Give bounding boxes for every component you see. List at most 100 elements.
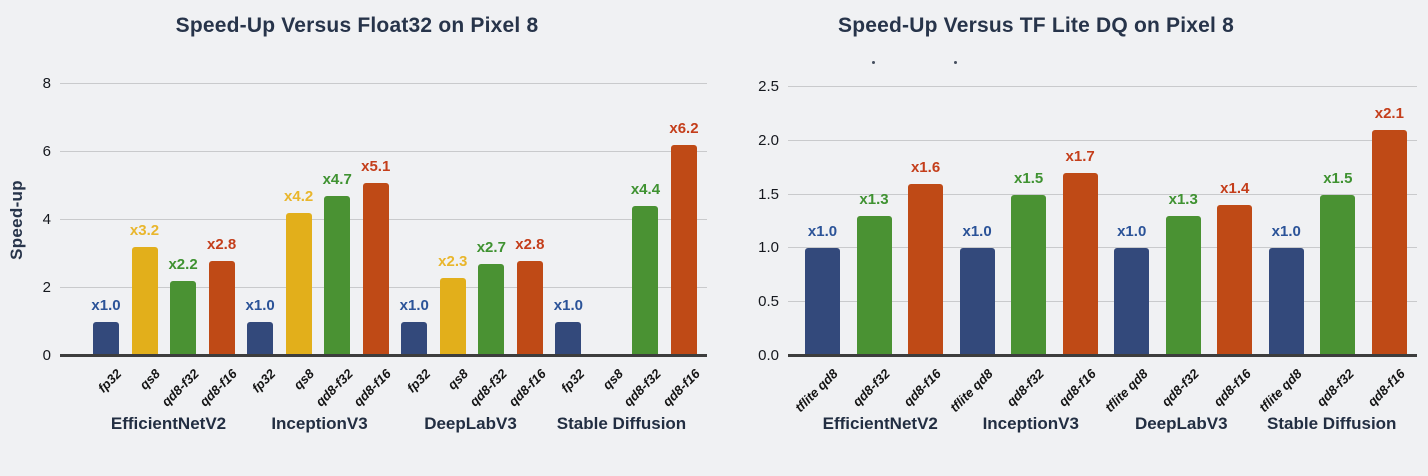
bar-fp32 <box>247 322 274 356</box>
plot-area: x1.0 tflite qd8 x1.3 qd8-f32 x1.6 qd8-f16 x1.0… <box>758 79 1417 433</box>
bar-slot-qd8-f16: x1.4 qd8-f16 <box>1210 87 1253 409</box>
bar-value-label: x1.7 <box>1065 148 1095 166</box>
bar-value-label: x1.3 <box>1168 191 1198 209</box>
bar-slot-qd8-f16: x5.1 qd8-f16 <box>351 84 394 410</box>
x-tick-label: fp32 <box>249 366 279 396</box>
bar-slot-qd8-f16: x2.1 qd8-f16 <box>1365 87 1408 409</box>
bar-fp32 <box>93 322 119 356</box>
bar-slot-tflite-qd8: x1.0 tflite qd8 <box>792 87 841 415</box>
y-tick-label: 0 <box>42 347 51 364</box>
plot-area: x1.0 fp32 x3.2 qs8 x2.2 qd8-f32 x2.8 qd8-f16 x1.… <box>43 76 707 433</box>
x-tick-label: qd8-f32 <box>1003 366 1048 410</box>
x-axis-line <box>788 354 1417 357</box>
bar-value-label: x1.0 <box>1117 223 1147 241</box>
bar-slot-qd8-f16: x2.8 qd8-f16 <box>505 84 548 409</box>
x-tick-label: qd8-f32 <box>849 366 893 410</box>
chart-panel-tflite-dq: Speed-Up Versus TF Lite DQ on Pixel 8 x1… <box>714 0 1428 476</box>
bar-fp32 <box>555 322 582 356</box>
group-label: Stable Diffusion <box>1267 414 1397 433</box>
bar-value-label: x4.2 <box>284 188 314 206</box>
y-tick-label: 8 <box>42 75 51 92</box>
chart-title: Speed-Up Versus TF Lite DQ on Pixel 8 <box>838 14 1234 37</box>
bar-slot-qd8-f32: x2.2 qd8-f32 <box>158 84 201 409</box>
bar-slot-qs8: x3.2 qs8 <box>130 84 163 392</box>
bar-tflite-qd8 <box>1114 248 1150 356</box>
bar-value-label: x2.3 <box>438 252 468 270</box>
bars-row: x1.0 fp32 x3.2 qs8 x2.2 qd8-f32 x2.8 qd8-f16 x1.… <box>91 84 702 410</box>
y-tick-label: 0.0 <box>758 347 779 364</box>
x-tick-label: fp32 <box>95 366 125 396</box>
bar-qd8-f16 <box>1371 130 1407 356</box>
bar-value-label: x2.7 <box>476 239 506 257</box>
bar-slot-fp32: x1.0 fp32 <box>400 84 433 396</box>
bar-qd8-f32 <box>1165 216 1201 356</box>
y-tick-label: 2 <box>42 279 51 296</box>
bar-value-label: x2.8 <box>206 235 237 253</box>
gridline <box>788 301 1417 303</box>
bar-value-label: x1.0 <box>807 223 838 241</box>
x-tick-label: tflite qd8 <box>792 366 842 415</box>
bar-value-label: x2.2 <box>168 256 198 274</box>
x-tick-label: qd8-f16 <box>351 366 395 410</box>
bar-qd8-f32 <box>856 216 892 356</box>
x-tick-label: qd8-f32 <box>312 366 356 410</box>
bar-slot-qd8-f32: x1.5 qd8-f32 <box>1004 87 1047 410</box>
y-tick-label: 2.0 <box>758 131 779 149</box>
x-axis-line <box>60 354 707 357</box>
x-tick-label: qd8-f16 <box>659 366 703 410</box>
x-tick-label: fp32 <box>403 366 433 396</box>
bar-slot-qd8-f32: x1.5 qd8-f32 <box>1313 87 1356 410</box>
x-tick-label: qd8-f32 <box>620 366 665 410</box>
group-label: EfficientNetV2 <box>822 414 938 433</box>
x-tick-label: tflite qd8 <box>1101 366 1151 415</box>
x-tick-label: qd8-f32 <box>1158 366 1202 410</box>
bar-value-label: x1.0 <box>245 297 275 314</box>
y-axis-title: Speed-up <box>7 180 27 260</box>
bar-value-label: x1.4 <box>1220 180 1250 198</box>
x-tick-label: qd8-f16 <box>505 366 549 410</box>
x-tick-label: fp32 <box>557 366 587 396</box>
gridline <box>60 151 707 152</box>
bar-value-label: x5.1 <box>361 157 391 175</box>
bar-qs8 <box>285 213 312 356</box>
y-tick-label: 1.5 <box>758 185 779 203</box>
gridline <box>788 193 1417 195</box>
chart-title: Speed-Up Versus Float32 on Pixel 8 <box>175 14 539 37</box>
bar-tflite-qd8 <box>805 248 840 356</box>
bar-qd8-f16 <box>908 183 944 356</box>
bar-slot-fp32: x1.0 fp32 <box>91 84 124 396</box>
bar-value-label: x1.5 <box>1323 169 1353 187</box>
bar-tflite-qd8 <box>959 248 995 356</box>
bar-qd8-f16 <box>516 260 543 356</box>
y-tick-label: 6 <box>42 143 51 160</box>
group-label: EfficientNetV2 <box>110 414 227 433</box>
bar-slot-qd8-f32: x1.3 qd8-f32 <box>849 87 892 409</box>
x-tick-label: qd8-f32 <box>158 366 202 410</box>
bar-qd8-f32 <box>1320 194 1356 356</box>
bar-qd8-f16 <box>670 145 697 356</box>
bar-value-label: x1.0 <box>553 297 583 314</box>
group-label: InceptionV3 <box>271 414 368 433</box>
x-tick-label: qs8 <box>444 366 472 393</box>
bar-qd8-f16 <box>1217 205 1253 356</box>
y-tick-label: 2.5 <box>758 78 779 95</box>
x-tick-label: qd8-f32 <box>1313 366 1357 410</box>
subtitle-artifact-dot <box>954 61 957 64</box>
bar-qd8-f32 <box>478 264 505 356</box>
x-tick-label: qd8-f16 <box>900 366 945 410</box>
bar-value-label: x1.0 <box>1271 223 1301 241</box>
bar-slot-qd8-f16: x1.7 qd8-f16 <box>1055 87 1098 409</box>
bar-slot-qs8: x2.3 qs8 <box>438 84 471 393</box>
x-tick-label: tflite qd8 <box>946 366 996 415</box>
bar-slot-qd8-f32: x4.7 qd8-f32 <box>312 84 355 409</box>
x-tick-label: qs8 <box>599 366 626 393</box>
bar-slot-qs8: qs8 <box>594 84 625 392</box>
bar-slot-qd8-f32: x4.4 qd8-f32 <box>621 84 664 409</box>
bar-slot-qd8-f16: x1.6 qd8-f16 <box>901 87 944 409</box>
bar-slot-qs8: x4.2 qs8 <box>284 84 317 392</box>
bar-qd8-f16 <box>362 182 389 356</box>
x-tick-label: qd8-f16 <box>1210 366 1254 410</box>
bar-slot-qd8-f16: x6.2 qd8-f16 <box>659 84 702 409</box>
bars-row: x1.0 tflite qd8 x1.3 qd8-f32 x1.6 qd8-f16 x1.0… <box>792 87 1408 415</box>
gridline <box>60 83 707 84</box>
